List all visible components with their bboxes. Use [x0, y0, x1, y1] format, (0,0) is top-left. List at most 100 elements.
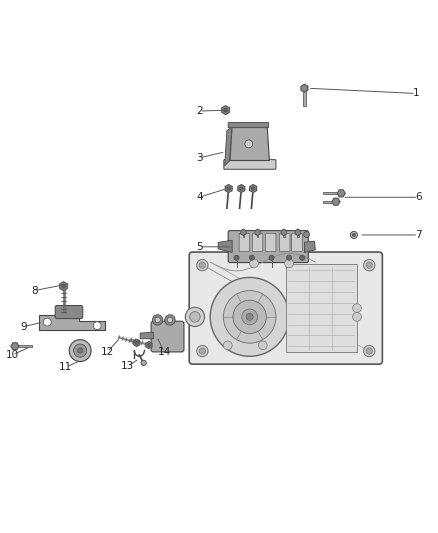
Polygon shape [146, 342, 152, 349]
Circle shape [242, 309, 258, 325]
Circle shape [74, 344, 87, 357]
Circle shape [350, 231, 357, 238]
Circle shape [227, 187, 230, 190]
Circle shape [78, 348, 83, 353]
Text: 4: 4 [196, 192, 203, 203]
FancyBboxPatch shape [228, 123, 268, 128]
Polygon shape [134, 340, 140, 346]
Polygon shape [281, 229, 286, 236]
Circle shape [246, 313, 253, 320]
Circle shape [197, 260, 208, 271]
Circle shape [353, 312, 361, 321]
Bar [286, 264, 357, 352]
Circle shape [250, 259, 258, 268]
Polygon shape [60, 282, 67, 290]
Polygon shape [39, 314, 105, 330]
FancyBboxPatch shape [55, 305, 83, 319]
Circle shape [223, 108, 228, 112]
Bar [323, 200, 336, 203]
Text: 5: 5 [196, 242, 203, 252]
Polygon shape [241, 229, 246, 236]
Polygon shape [255, 229, 260, 236]
FancyBboxPatch shape [228, 231, 308, 263]
Circle shape [234, 255, 239, 260]
FancyBboxPatch shape [224, 159, 276, 169]
Circle shape [61, 284, 65, 288]
Circle shape [352, 233, 356, 237]
Circle shape [155, 317, 160, 322]
Circle shape [300, 255, 305, 260]
Circle shape [233, 300, 266, 334]
Circle shape [286, 255, 292, 260]
Circle shape [364, 260, 375, 271]
Text: 7: 7 [415, 230, 422, 240]
Polygon shape [250, 184, 257, 192]
Polygon shape [238, 184, 245, 192]
Text: 13: 13 [121, 361, 134, 372]
Polygon shape [222, 106, 230, 115]
Circle shape [223, 341, 232, 350]
Polygon shape [225, 126, 232, 166]
Polygon shape [304, 241, 315, 253]
Circle shape [240, 187, 243, 190]
Circle shape [43, 318, 51, 326]
Circle shape [353, 304, 361, 312]
FancyBboxPatch shape [239, 233, 250, 252]
Text: 2: 2 [196, 106, 203, 116]
Text: 9: 9 [21, 321, 28, 332]
Circle shape [69, 340, 91, 361]
Text: 1: 1 [413, 88, 420, 99]
FancyBboxPatch shape [279, 233, 290, 252]
Polygon shape [225, 184, 232, 192]
Polygon shape [295, 229, 300, 236]
Circle shape [199, 262, 205, 268]
Polygon shape [301, 84, 308, 92]
Circle shape [93, 322, 101, 329]
FancyBboxPatch shape [292, 233, 302, 252]
Bar [283, 232, 285, 237]
FancyBboxPatch shape [265, 233, 276, 252]
FancyBboxPatch shape [151, 321, 184, 352]
Circle shape [269, 255, 274, 260]
Bar [243, 232, 244, 237]
Circle shape [366, 348, 372, 354]
Circle shape [190, 312, 200, 322]
Polygon shape [11, 343, 19, 350]
Circle shape [258, 341, 267, 350]
Text: 3: 3 [196, 153, 203, 163]
Circle shape [304, 231, 310, 238]
Circle shape [245, 140, 253, 148]
Circle shape [364, 345, 375, 357]
Circle shape [148, 343, 151, 346]
Bar [297, 232, 299, 237]
Circle shape [185, 307, 205, 327]
Circle shape [165, 314, 175, 325]
Text: 12: 12 [101, 347, 114, 357]
Polygon shape [218, 240, 232, 253]
Bar [15, 345, 32, 348]
Circle shape [210, 278, 289, 356]
Circle shape [199, 348, 205, 354]
Circle shape [366, 262, 372, 268]
Bar [323, 192, 341, 195]
Circle shape [249, 255, 254, 260]
Text: 8: 8 [31, 286, 38, 296]
Circle shape [167, 317, 173, 322]
FancyBboxPatch shape [189, 252, 382, 364]
Text: 11: 11 [59, 362, 72, 372]
Circle shape [285, 259, 293, 268]
Circle shape [152, 314, 163, 325]
Circle shape [197, 345, 208, 357]
Bar [257, 232, 258, 237]
FancyBboxPatch shape [252, 233, 263, 252]
Polygon shape [337, 190, 345, 197]
Circle shape [223, 290, 276, 343]
Circle shape [135, 341, 138, 344]
Text: 10: 10 [6, 350, 19, 360]
Bar [303, 88, 306, 106]
Circle shape [141, 360, 146, 366]
Polygon shape [230, 126, 269, 160]
Circle shape [251, 187, 255, 190]
Text: 6: 6 [415, 192, 422, 203]
Polygon shape [140, 332, 153, 339]
